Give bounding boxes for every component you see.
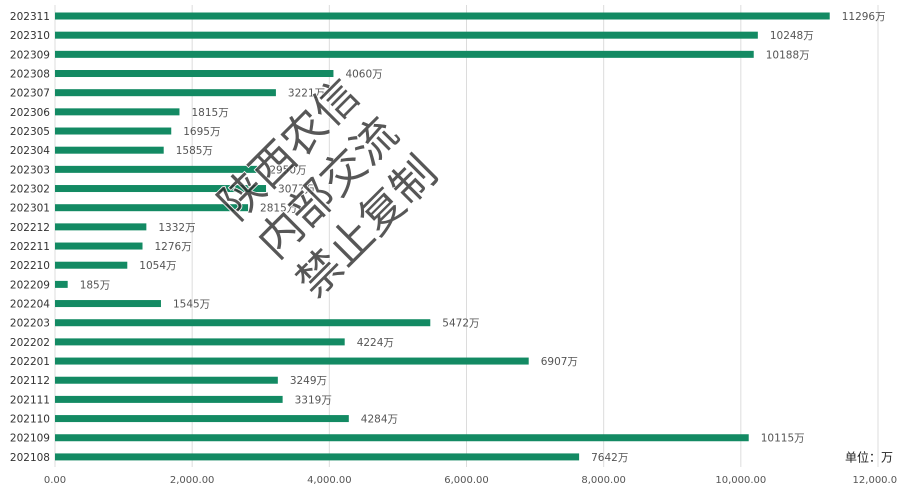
x-tick-label: 10,000.00 (715, 475, 766, 486)
y-tick-label: 202310 (10, 30, 50, 42)
x-tick-label: 4,000.00 (307, 475, 352, 486)
bar (55, 70, 334, 78)
bar (55, 338, 345, 346)
y-tick-label: 202302 (10, 184, 50, 196)
value-label: 185万 (80, 279, 111, 291)
bar (55, 300, 161, 308)
value-label: 2950万 (269, 164, 306, 176)
value-label: 5472万 (442, 318, 479, 330)
x-tick-label: 8,000.00 (581, 475, 626, 486)
value-label: 4060万 (345, 69, 382, 81)
value-label: 1054万 (139, 260, 176, 272)
value-label: 11296万 (842, 11, 886, 23)
value-label: 3077万 (278, 184, 315, 196)
bar (55, 31, 758, 39)
value-label: 7642万 (591, 452, 628, 464)
value-label: 1815万 (191, 107, 228, 119)
value-label: 1695万 (183, 126, 220, 138)
value-label: 1545万 (173, 299, 210, 311)
value-label: 4224万 (357, 337, 394, 349)
y-tick-label: 202109 (10, 433, 50, 445)
value-label: 1585万 (176, 145, 213, 157)
grid (54, 5, 879, 467)
bar (55, 127, 172, 135)
y-tick-label: 202301 (10, 203, 50, 215)
y-tick-label: 202309 (10, 49, 50, 61)
bar (55, 434, 749, 442)
bar (55, 165, 258, 173)
y-tick-label: 202110 (10, 414, 50, 426)
y-tick-label: 202212 (10, 222, 50, 234)
y-tick-label: 202210 (10, 260, 50, 272)
x-tick-label: 2,000.00 (170, 475, 215, 486)
bar (55, 453, 580, 461)
bar (55, 319, 431, 327)
bar (55, 223, 147, 231)
bar (55, 146, 164, 154)
y-tick-label: 202202 (10, 337, 50, 349)
y-tick-label: 202203 (10, 318, 50, 330)
value-label: 1332万 (158, 222, 195, 234)
y-tick-label: 202204 (10, 299, 50, 311)
value-label: 10248万 (770, 30, 814, 42)
bar (55, 185, 267, 193)
unit-note: 单位：万 (845, 450, 893, 465)
bar (55, 89, 276, 97)
bar (55, 415, 349, 423)
bar (55, 261, 128, 269)
y-tick-label: 202305 (10, 126, 50, 138)
bar (55, 395, 283, 403)
y-tick-label: 202304 (10, 145, 50, 157)
y-tick-label: 202211 (10, 241, 50, 253)
x-tick-label: 6,000.00 (444, 475, 489, 486)
bar (55, 204, 249, 212)
y-tick-label: 202112 (10, 375, 50, 387)
y-tick-label: 202308 (10, 69, 50, 81)
value-label: 10188万 (766, 49, 810, 61)
value-label: 3221万 (288, 88, 325, 100)
value-label: 3319万 (295, 394, 332, 406)
value-label: 6907万 (541, 356, 578, 368)
bar (55, 50, 754, 58)
x-tick-label: 12,000.00 (853, 475, 897, 486)
y-tick-label: 202303 (10, 164, 50, 176)
y-tick-label: 202311 (10, 11, 50, 23)
value-label: 3249万 (290, 375, 327, 387)
value-label: 10115万 (761, 433, 805, 445)
y-tick-label: 202108 (10, 452, 50, 464)
x-tick-label: 0.00 (44, 475, 66, 486)
bar (55, 357, 529, 365)
y-tick-label: 202201 (10, 356, 50, 368)
bar (55, 108, 180, 116)
value-label: 2815万 (260, 203, 297, 215)
bar (55, 376, 278, 384)
y-tick-label: 202209 (10, 279, 50, 291)
y-tick-label: 202307 (10, 88, 50, 100)
value-label: 1276万 (155, 241, 192, 253)
value-label: 4284万 (361, 414, 398, 426)
bar (55, 280, 68, 288)
bar (55, 242, 143, 250)
y-tick-label: 202306 (10, 107, 50, 119)
bar (55, 12, 830, 20)
y-tick-label: 202111 (10, 394, 50, 406)
